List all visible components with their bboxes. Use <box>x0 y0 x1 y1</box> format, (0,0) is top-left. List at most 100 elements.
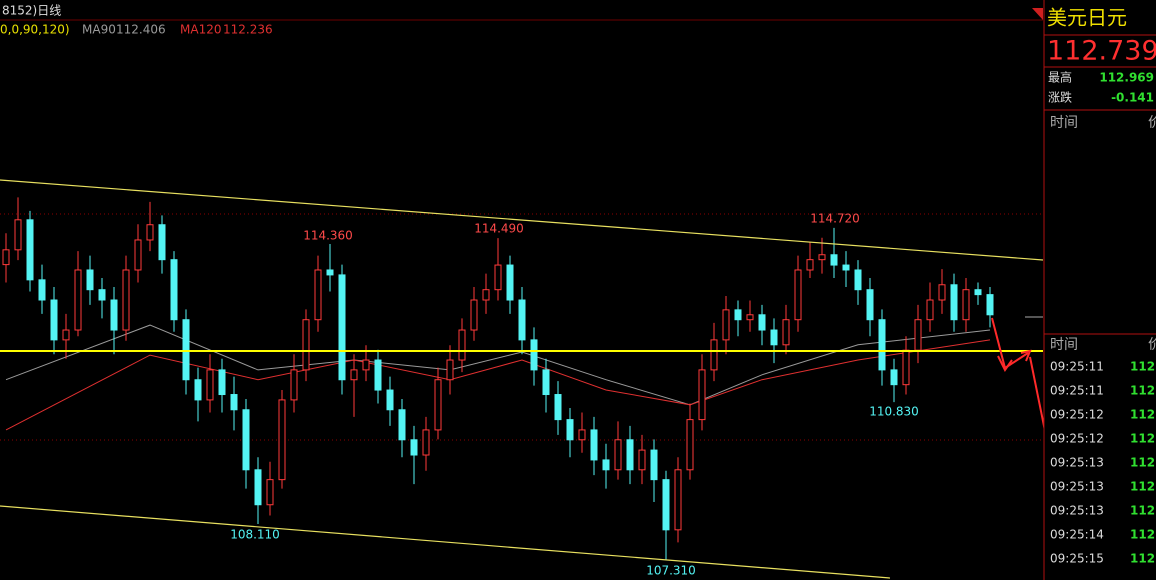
candle-body <box>98 289 106 301</box>
candle-body <box>554 394 562 421</box>
candle-body <box>122 269 130 331</box>
candle-body <box>626 439 634 471</box>
candle-body <box>914 319 922 351</box>
candle-body <box>62 329 70 341</box>
candle-body <box>350 369 358 381</box>
candle-body <box>254 469 262 506</box>
candle-body <box>230 394 238 411</box>
marker <box>1032 8 1043 20</box>
candle-body <box>86 269 94 291</box>
candle-body <box>266 479 274 506</box>
candle-body <box>206 369 214 401</box>
candle-body <box>506 264 514 301</box>
column-header: 价 <box>1148 115 1156 131</box>
candle-body <box>26 219 34 281</box>
candle-body <box>578 429 586 441</box>
candle-body <box>590 429 598 461</box>
candle-body <box>746 314 754 321</box>
trend-line <box>0 505 891 579</box>
tick-price: 112. <box>1130 456 1156 470</box>
candle-body <box>494 264 502 291</box>
ma-params: 0,0,90,120) <box>0 23 70 37</box>
candle-body <box>158 224 166 261</box>
candle-body <box>962 289 970 321</box>
tick-price: 112. <box>1130 360 1156 374</box>
candle-body <box>782 319 790 346</box>
candle-body <box>794 269 802 321</box>
candle-body <box>398 409 406 441</box>
candle-body <box>698 369 706 421</box>
candle-body <box>290 369 298 401</box>
candle-body <box>950 284 958 321</box>
row-value: -0.141 <box>1111 91 1154 105</box>
candle-body <box>986 294 994 316</box>
candle-body <box>38 279 46 301</box>
panel-bg <box>1044 0 1156 580</box>
high-label: 114.360 <box>303 229 353 243</box>
tick-time: 09:25:12 <box>1050 408 1104 422</box>
candle-body <box>818 254 826 261</box>
candle-body <box>170 259 178 321</box>
tick-time: 09:25:13 <box>1050 504 1104 518</box>
high-label: 114.490 <box>474 222 524 236</box>
candle-body <box>530 339 538 371</box>
candle-body <box>758 314 766 331</box>
candle-body <box>146 224 154 241</box>
legend-name: MA120 <box>180 23 221 37</box>
candle-body <box>50 299 58 341</box>
candle-body <box>938 284 946 301</box>
candle-body <box>134 239 142 271</box>
quote-panel: 美元日元 112.739 最高 112.969 涨跌 -0.141 时间 价 时… <box>1043 0 1156 580</box>
candle-body <box>806 259 814 271</box>
candle-body <box>518 299 526 341</box>
tick-price: 112. <box>1130 504 1156 518</box>
symbol-name: 美元日元 <box>1047 6 1127 30</box>
row-label: 最高 <box>1048 70 1072 85</box>
candle-body <box>110 299 118 331</box>
candle-body <box>410 439 418 456</box>
candle-body <box>542 369 550 396</box>
candle-body <box>182 319 190 381</box>
candle-body <box>854 269 862 291</box>
candle-body <box>674 469 682 531</box>
tick-time: 09:25:12 <box>1050 432 1104 446</box>
tick-price: 112. <box>1130 408 1156 422</box>
low-label: 107.310 <box>646 564 696 578</box>
candle-body <box>866 289 874 321</box>
legend-value: 112.406 <box>116 23 166 37</box>
candle-body <box>878 319 886 371</box>
last-price: 112.739 <box>1047 36 1156 67</box>
column-header: 价 <box>1148 337 1156 353</box>
low-label: 108.110 <box>230 528 280 542</box>
candle-body <box>14 219 22 251</box>
row-label: 涨跌 <box>1048 90 1072 105</box>
tick-time: 09:25:13 <box>1050 480 1104 494</box>
candle-body <box>926 299 934 321</box>
candle-body <box>650 449 658 481</box>
candle-body <box>386 389 394 411</box>
low-label: 110.830 <box>869 405 919 419</box>
legend-value: 112.236 <box>223 23 273 37</box>
candle-body <box>566 419 574 441</box>
candle-body <box>710 339 718 371</box>
candle-body <box>458 329 466 361</box>
chart-title: 8152)日线 <box>2 4 61 18</box>
candle-body <box>830 254 838 266</box>
candle-body <box>278 399 286 481</box>
tick-time: 09:25:11 <box>1050 384 1104 398</box>
candle-body <box>314 269 322 321</box>
plot <box>2 197 994 560</box>
candle-body <box>362 359 370 371</box>
legend-name: MA90 <box>82 23 116 37</box>
candle-body <box>194 379 202 401</box>
candle-body <box>686 419 694 471</box>
candle-body <box>338 274 346 381</box>
candle-body <box>74 269 82 331</box>
tick-time: 09:25:15 <box>1050 552 1104 566</box>
arrow-head <box>997 355 1013 372</box>
candle-body <box>638 449 646 471</box>
candle-body <box>974 289 982 296</box>
candle-body <box>374 359 382 391</box>
candle-body <box>326 269 334 276</box>
